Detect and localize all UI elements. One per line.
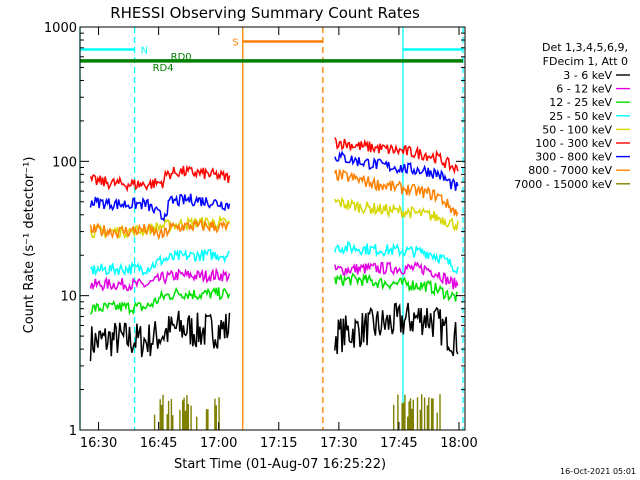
series-7-segment-0 xyxy=(89,218,230,241)
axes: 1 10 100 1000 16:30 16:45 17:00 17:15 17:30 17:45… xyxy=(44,21,478,451)
annotation-label-rd4: RD4 xyxy=(153,63,174,74)
legend-header-1: Det 1,3,4,5,6,9, xyxy=(542,41,628,54)
legend-entry-7: 800 - 7000 keV xyxy=(528,164,612,177)
y-tick-label-0: 1 xyxy=(69,424,77,439)
y-axis-label: Count Rate (s⁻¹ detector⁻¹) xyxy=(22,157,37,334)
series-lines xyxy=(89,137,459,430)
legend-entry-2: 12 - 25 keV xyxy=(549,96,612,109)
legend-entry-6: 300 - 800 keV xyxy=(535,151,612,164)
x-tick-label-3: 17:15 xyxy=(260,436,297,451)
series-1-segment-1 xyxy=(334,260,459,290)
legend-entry-5: 100 - 300 keV xyxy=(535,137,612,150)
annotation-label-s: S xyxy=(232,37,238,48)
chart-title: RHESSI Observing Summary Count Rates xyxy=(110,4,420,22)
annotation-label-n: N xyxy=(141,45,148,56)
series-8-segment-1 xyxy=(393,394,441,430)
legend: Det 1,3,4,5,6,9, FDecim 1, Att 0 3 - 6 k… xyxy=(514,41,630,191)
x-tick-label-2: 17:00 xyxy=(200,436,237,451)
legend-header-2: FDecim 1, Att 0 xyxy=(543,55,628,68)
x-tick-label-5: 17:45 xyxy=(380,436,417,451)
x-tick-label-1: 16:45 xyxy=(140,436,177,451)
legend-entry-1: 6 - 12 keV xyxy=(556,83,612,96)
series-0-segment-1 xyxy=(334,302,459,357)
series-7-segment-1 xyxy=(334,169,459,218)
series-3-segment-0 xyxy=(89,248,230,277)
x-tick-label-6: 18:00 xyxy=(440,436,477,451)
legend-entry-0: 3 - 6 keV xyxy=(563,69,612,82)
series-6-segment-0 xyxy=(89,193,231,222)
series-4-segment-1 xyxy=(334,196,459,232)
annotation-label-rd0: RD0 xyxy=(171,52,192,63)
y-tick-label-2: 100 xyxy=(52,155,77,170)
y-tick-label-3: 1000 xyxy=(44,21,77,36)
series-1-segment-0 xyxy=(89,266,231,292)
series-5-segment-1 xyxy=(334,137,459,175)
legend-entry-8: 7000 - 15000 keV xyxy=(514,178,612,191)
x-tick-label-4: 17:30 xyxy=(320,436,357,451)
plot-frame xyxy=(79,26,466,431)
series-0-segment-0 xyxy=(89,310,231,362)
x-axis-label: Start Time (01-Aug-07 16:25:22) xyxy=(174,457,386,472)
series-3-segment-1 xyxy=(334,240,459,275)
y-tick-label-1: 10 xyxy=(60,290,77,305)
series-2-segment-0 xyxy=(89,286,231,316)
legend-entry-3: 25 - 50 keV xyxy=(549,110,612,123)
legend-entry-4: 50 - 100 keV xyxy=(542,123,612,136)
x-tick-label-0: 16:30 xyxy=(80,436,117,451)
series-8-segment-0 xyxy=(153,394,220,430)
series-6-segment-1 xyxy=(334,150,459,191)
series-5-segment-0 xyxy=(89,164,231,193)
timestamp: 16-Oct-2021 05:01 xyxy=(560,467,636,476)
series-2-segment-1 xyxy=(334,272,459,302)
